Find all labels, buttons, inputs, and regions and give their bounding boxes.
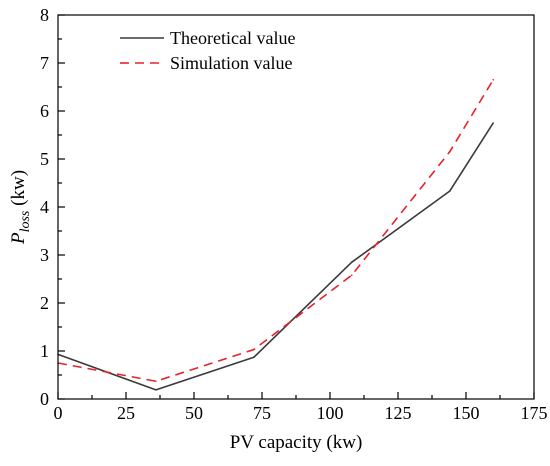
- y-tick-label: 6: [40, 101, 49, 121]
- x-tick-label: 175: [521, 403, 548, 423]
- x-tick-label: 75: [253, 403, 271, 423]
- y-tick-label: 4: [40, 197, 49, 217]
- x-tick-label: 100: [317, 403, 344, 423]
- series-2-point: [253, 348, 255, 351]
- plot-frame: [57, 14, 535, 400]
- series-1-point: [448, 190, 451, 192]
- y-axis-title-main: P: [8, 232, 29, 245]
- y-tick-label: 3: [40, 245, 49, 265]
- y-axis-title: Ploss (kw): [8, 170, 33, 245]
- x-tick-label: 50: [185, 403, 203, 423]
- series-1-point: [350, 261, 353, 264]
- y-tick-label: 5: [40, 149, 49, 169]
- legend-label-2: Simulation value: [170, 53, 292, 73]
- tick-labels: 0 25 50 75 100 125 150 175 0 1 2 3 4 5 6 7 8: [40, 5, 548, 423]
- series-line-1: [57, 122, 494, 391]
- axis-ticks: [57, 14, 535, 400]
- series-2-point: [448, 151, 451, 153]
- series-2-point: [155, 380, 157, 383]
- plot-marks: [57, 79, 495, 391]
- y-axis-title-unit: (kw): [8, 170, 29, 211]
- series-1-point: [155, 389, 157, 391]
- series-2-point: [492, 79, 495, 81]
- legend: Theoretical value Simulation value: [120, 28, 295, 73]
- series-2-point: [350, 274, 353, 276]
- y-tick-label: 8: [40, 5, 49, 25]
- series-line-2: [57, 79, 494, 383]
- series-1-point: [492, 122, 495, 124]
- y-tick-label: 7: [40, 53, 49, 73]
- series-1-point: [253, 356, 255, 359]
- x-tick-label: 25: [117, 403, 135, 423]
- y-tick-label: 0: [40, 389, 49, 409]
- x-tick-label: 150: [453, 403, 480, 423]
- x-tick-label: 125: [385, 403, 412, 423]
- y-tick-label: 2: [40, 293, 49, 313]
- legend-label-1: Theoretical value: [170, 28, 295, 48]
- y-tick-label: 1: [40, 341, 49, 361]
- y-axis-title-subscript: loss: [18, 210, 33, 232]
- x-tick-label: 0: [54, 403, 63, 423]
- x-axis-title: PV capacity (kw): [230, 432, 363, 453]
